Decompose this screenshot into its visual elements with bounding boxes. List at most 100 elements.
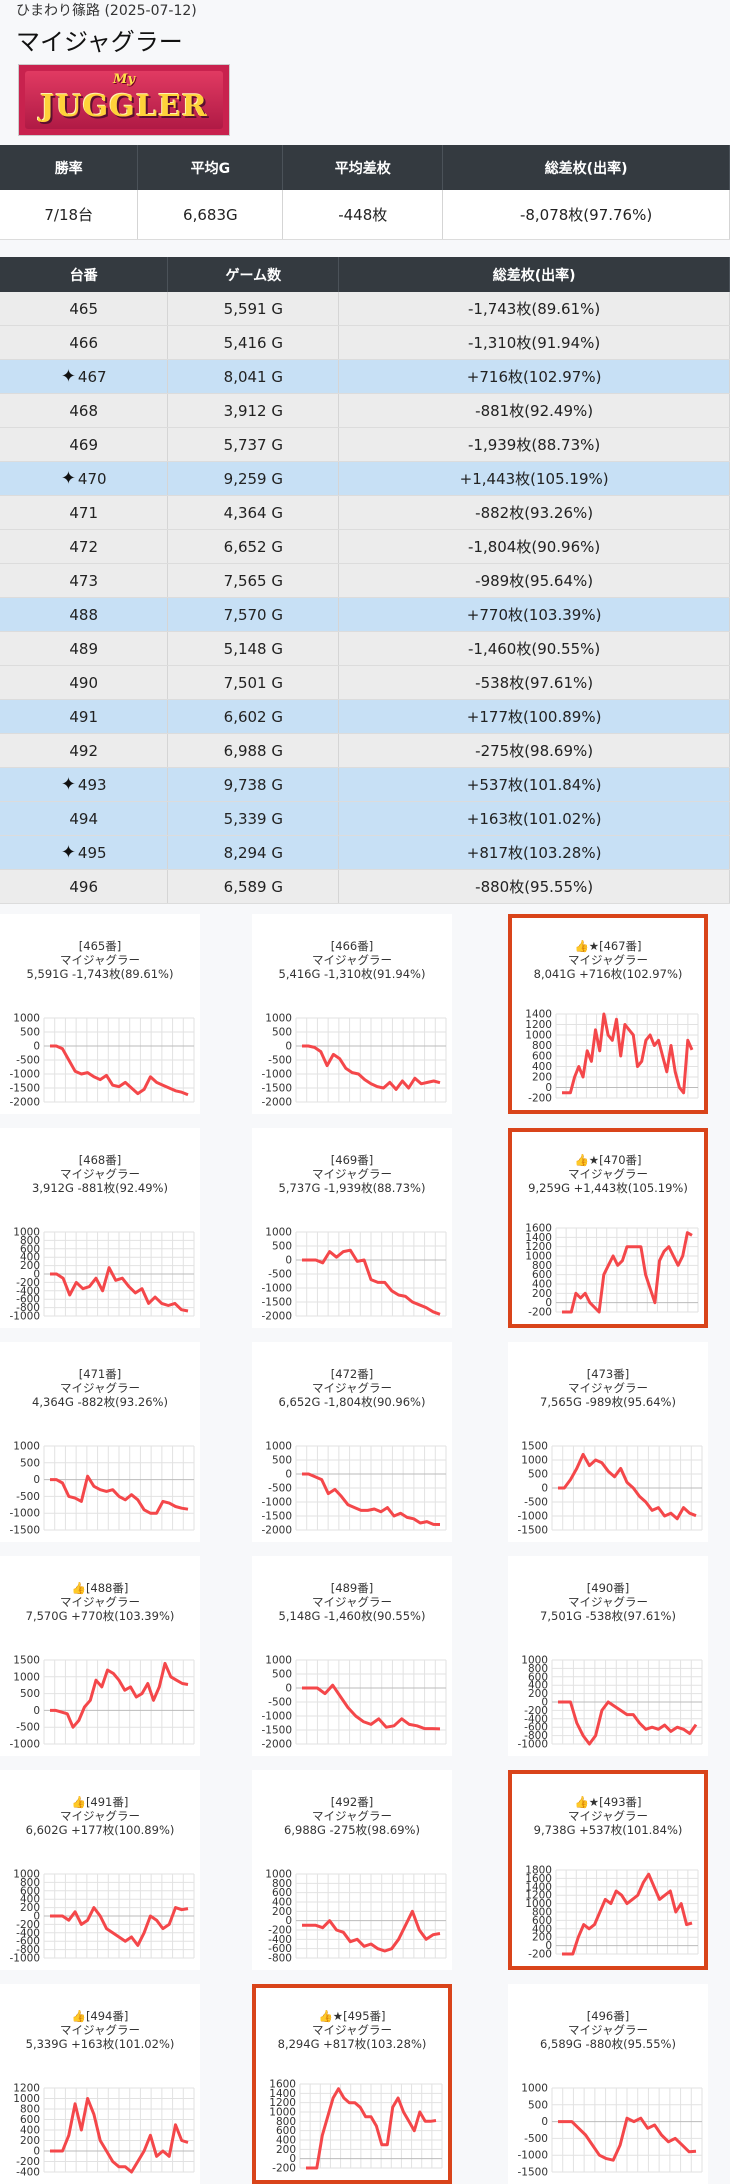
machine-chart-card[interactable]: 1000 800 600 400 200 0 -200 -400 -600 -800 [492番] マ… — [252, 1770, 452, 1970]
y-tick-label: -600 — [268, 1943, 292, 1955]
y-tick-label: 0 — [285, 1255, 292, 1267]
series-line — [562, 1012, 694, 1095]
machine-number-cell[interactable]: 492 — [0, 733, 169, 768]
table-row[interactable]: 471 4,364 G -882枚(93.26%) — [0, 495, 730, 530]
machine-chart-card[interactable]: 1000 500 0 -500 -1000 -1500 -2000 [466番] マイジャグラー… — [252, 914, 452, 1114]
machine-number-cell[interactable]: 471 — [0, 495, 169, 530]
machine-number-cell[interactable]: ✦ 467 — [0, 359, 169, 394]
game-count: 6,602 G — [167, 699, 340, 734]
thumbs-up-icon: 👍★ — [574, 939, 600, 953]
machine-number-cell[interactable]: 490 — [0, 665, 169, 700]
chart-stats: 5,737G -1,939枚(88.73%) — [278, 1181, 426, 1195]
machine-chart-card[interactable]: 1000 800 600 400 200 0 -200 -400 -600 -800 -1000 👍[… — [0, 1770, 200, 1970]
table-row[interactable]: 491 6,602 G +177枚(100.89%) — [0, 699, 730, 734]
machine-number-cell[interactable]: 472 — [0, 529, 169, 564]
machine-chart-card[interactable]: 1400 1200 1000 800 600 400 200 0 -200 👍★[467番] マイジ… — [508, 914, 708, 1114]
y-tick-label: 1400 — [525, 1232, 552, 1244]
table-row[interactable]: ✦ 493 9,738 G +537枚(101.84%) — [0, 767, 730, 802]
y-tick-label: -800 — [524, 1730, 548, 1742]
table-row[interactable]: ✦ 467 8,041 G +716枚(102.97%) — [0, 359, 730, 394]
table-row[interactable]: 489 5,148 G -1,460枚(90.55%) — [0, 631, 730, 666]
y-tick-label: 0 — [545, 1082, 552, 1094]
machine-number-cell[interactable]: 468 — [0, 393, 169, 428]
table-row[interactable]: 488 7,570 G +770枚(103.39%) — [0, 597, 730, 632]
chart-title: [468番] — [0, 1152, 200, 1168]
total-diff: -275枚(98.69%) — [338, 733, 730, 768]
y-tick-label: 0 — [285, 1041, 292, 1053]
table-row[interactable]: 469 5,737 G -1,939枚(88.73%) — [0, 427, 730, 462]
chart-machine-name: マイジャグラー — [60, 1167, 140, 1181]
y-tick-label: 600 — [532, 1269, 552, 1281]
chart-stats: 3,912G -881枚(92.49%) — [32, 1181, 168, 1195]
y-tick-label: -500 — [16, 1055, 40, 1067]
chart-machine-label: [493番] — [599, 1795, 642, 1809]
machine-number-cell[interactable]: 496 — [0, 869, 169, 904]
machine-chart-card[interactable]: 1000 800 600 400 200 0 -200 -400 -600 -800 -1000 [4… — [508, 1556, 708, 1756]
machine-number: 490 — [69, 673, 99, 692]
chart-stats: 7,565G -989枚(95.64%) — [540, 1395, 676, 1409]
y-tick-label: 1500 — [521, 1441, 548, 1453]
table-row[interactable]: 492 6,988 G -275枚(98.69%) — [0, 733, 730, 768]
game-count: 6,988 G — [167, 733, 340, 768]
machine-chart-card[interactable]: 1200 1000 800 600 400 200 0 -200 -400 👍[494番] マイジャ… — [0, 1984, 200, 2184]
y-tick-label: -1000 — [517, 1739, 548, 1751]
machine-number-cell[interactable]: 473 — [0, 563, 169, 598]
machine-chart-card[interactable]: 1000 800 600 400 200 0 -200 -400 -600 -800 -1000 [4… — [0, 1128, 200, 1328]
y-tick-label: 0 — [33, 1041, 40, 1053]
machine-chart-card[interactable]: 1000 500 0 -500 -1000 -1500 [496番] マイジャグラー 6,589… — [508, 1984, 708, 2184]
table-row[interactable]: 465 5,591 G -1,743枚(89.61%) — [0, 292, 730, 326]
y-tick-label: 600 — [20, 2114, 40, 2126]
table-row[interactable]: 496 6,589 G -880枚(95.55%) — [0, 869, 730, 904]
summary-header-total-diff: 総差枚(出率) — [442, 145, 730, 190]
y-tick-label: -2000 — [9, 1097, 40, 1109]
machine-chart-card[interactable]: 1600 1400 1200 1000 800 600 400 200 0 -200 👍★[470番… — [508, 1128, 708, 1328]
machine-chart-card[interactable]: 1000 500 0 -500 -1000 -1500 -2000 [472番] マイジャグラー… — [252, 1342, 452, 1542]
machine-number: 492 — [69, 741, 99, 760]
table-row[interactable]: ✦ 495 8,294 G +817枚(103.28%) — [0, 835, 730, 870]
machine-chart-card[interactable]: 1000 500 0 -500 -1000 -1500 -2000 [469番] マイジャグラー… — [252, 1128, 452, 1328]
table-row[interactable]: 490 7,501 G -538枚(97.61%) — [0, 665, 730, 700]
line-chart: 1000 500 0 -500 -1000 -1500 -2000 — [261, 1655, 447, 1751]
machine-chart-card[interactable]: 1600 1400 1200 1000 800 600 400 200 0 -200 👍★[495番… — [252, 1984, 452, 2184]
y-tick-label: -500 — [524, 1497, 548, 1509]
y-tick-label: -500 — [268, 1055, 292, 1067]
machine-chart-card[interactable]: 1000 500 0 -500 -1000 -1500 -2000 [489番] マイジャグラー… — [252, 1556, 452, 1756]
table-row[interactable]: 494 5,339 G +163枚(101.02%) — [0, 801, 730, 836]
series-line — [562, 1872, 693, 1956]
machine-chart-card[interactable]: 1000 500 0 -500 -1000 -1500 -2000 [465番] マイジャグラー… — [0, 914, 200, 1114]
machine-number-cell[interactable]: 491 — [0, 699, 169, 734]
chart-machine-label: [494番] — [85, 2009, 129, 2023]
game-count: 9,259 G — [167, 461, 340, 496]
chart-machine-label: [465番] — [78, 939, 122, 953]
machine-chart-card[interactable]: 1000 500 0 -500 -1000 -1500 [471番] マイジャグラー 4,364… — [0, 1342, 200, 1542]
machine-number-cell[interactable]: 489 — [0, 631, 169, 666]
table-row[interactable]: 466 5,416 G -1,310枚(91.94%) — [0, 325, 730, 360]
y-tick-label: 0 — [545, 1297, 552, 1309]
y-tick-label: 1400 — [525, 1881, 552, 1893]
summary-total-diff: -8,078枚(97.76%) — [442, 190, 730, 240]
table-row[interactable]: 473 7,565 G -989枚(95.64%) — [0, 563, 730, 598]
machine-chart-card[interactable]: 1500 1000 500 0 -500 -1000 👍[488番] マイジャグラー 7,570… — [0, 1556, 200, 1756]
table-row[interactable]: 472 6,652 G -1,804枚(90.96%) — [0, 529, 730, 564]
chart-title: [490番] — [508, 1580, 708, 1596]
y-tick-label: -500 — [16, 1491, 40, 1503]
machine-number-cell[interactable]: 488 — [0, 597, 169, 632]
y-tick-label: -1500 — [517, 2167, 548, 2179]
machine-chart-card[interactable]: 1500 1000 500 0 -500 -1000 -1500 [473番] マイジャグラー 7… — [508, 1342, 708, 1542]
y-tick-label: 800 — [272, 1878, 292, 1890]
y-tick-label: -1500 — [517, 1525, 548, 1537]
machine-number-cell[interactable]: ✦ 495 — [0, 835, 169, 870]
machine-number-cell[interactable]: 466 — [0, 325, 169, 360]
table-row[interactable]: ✦ 470 9,259 G +1,443枚(105.19%) — [0, 461, 730, 496]
header-machine-number: 台番 — [0, 257, 169, 292]
machine-number-cell[interactable]: 469 — [0, 427, 169, 462]
machine-number-cell[interactable]: ✦ 493 — [0, 767, 169, 802]
machine-number-cell[interactable]: 494 — [0, 801, 169, 836]
game-count: 7,570 G — [167, 597, 340, 632]
machine-number-cell[interactable]: 465 — [0, 292, 169, 326]
table-row[interactable]: 468 3,912 G -881枚(92.49%) — [0, 393, 730, 428]
machine-chart-card[interactable]: 1800 1600 1400 1200 1000 800 600 400 200 0 -200 👍★[… — [508, 1770, 708, 1970]
y-tick-label: -1000 — [9, 1069, 40, 1081]
machine-number-cell[interactable]: ✦ 470 — [0, 461, 169, 496]
